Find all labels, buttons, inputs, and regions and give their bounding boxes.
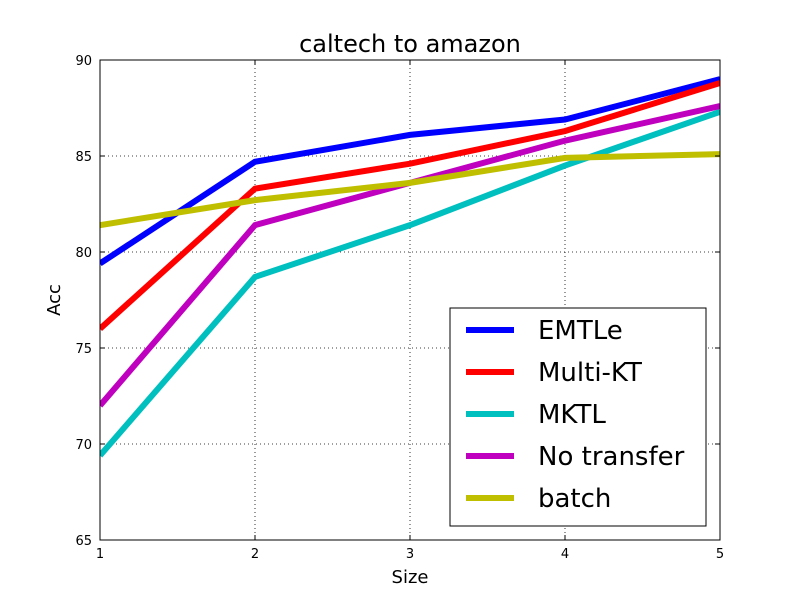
- x-tick-label: 4: [561, 547, 569, 562]
- series-line-emtle: [100, 76, 720, 267]
- x-tick-label: 2: [251, 547, 259, 562]
- y-tick-label: 65: [75, 534, 92, 549]
- legend-label: MKTL: [538, 400, 606, 430]
- y-tick-label: 75: [75, 342, 92, 357]
- x-tick-label: 5: [716, 547, 724, 562]
- y-tick-label: 85: [75, 150, 92, 165]
- legend: EMTLe Multi-KT MKTL No transfer batch: [449, 307, 707, 527]
- legend-label: batch: [538, 484, 611, 514]
- legend-label: No transfer: [538, 442, 685, 472]
- y-axis-label: Acc: [44, 284, 65, 316]
- chart-title: caltech to amazon: [299, 30, 521, 58]
- series-line-mktl: [100, 109, 720, 458]
- y-tick-label: 90: [75, 54, 92, 69]
- series-line-multi-kt: [100, 80, 720, 332]
- x-axis-label: Size: [392, 567, 429, 588]
- x-tick-label: 1: [96, 547, 104, 562]
- series-lines: [100, 76, 720, 458]
- legend-label: EMTLe: [538, 316, 623, 346]
- axis-ticks: 1 2 3 4 5 65 70 75 80 85 90: [75, 54, 724, 562]
- series-line-batch: [100, 151, 720, 229]
- y-tick-label: 70: [75, 438, 92, 453]
- y-tick-label: 80: [75, 246, 92, 261]
- x-tick-label: 3: [406, 547, 414, 562]
- legend-label: Multi-KT: [538, 358, 642, 388]
